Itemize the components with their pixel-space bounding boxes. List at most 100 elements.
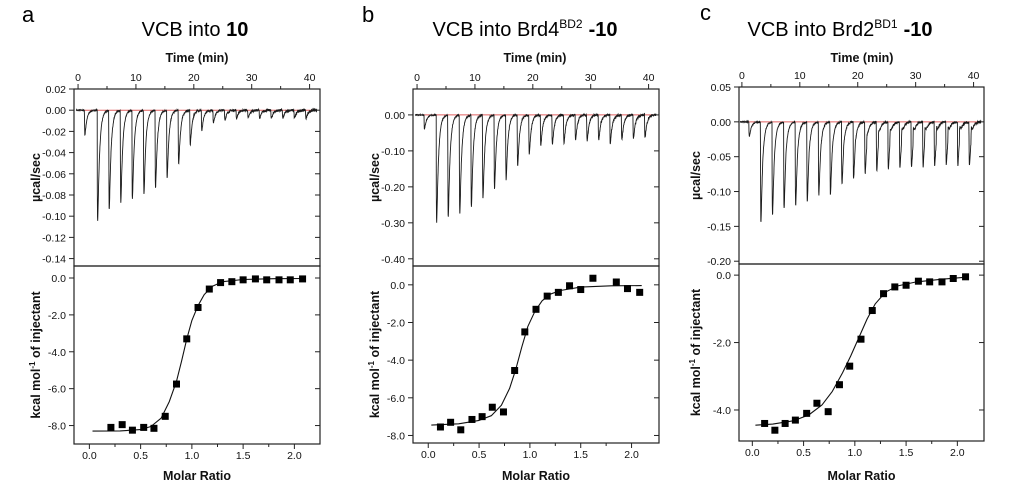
enthalpy-tick-label: -2.0 <box>713 338 731 350</box>
ylabel-superscript: -1 <box>688 358 697 366</box>
y-axis-title-power: µcal/sec <box>689 151 703 200</box>
time-tick-label: 30 <box>910 70 922 82</box>
power-tick-label: -0.12 <box>42 232 66 244</box>
time-tick-label: 0 <box>739 70 745 82</box>
data-point <box>543 292 551 300</box>
molar-tick-label: 0.5 <box>133 450 148 462</box>
data-point <box>962 273 970 281</box>
data-point <box>577 286 585 294</box>
data-point <box>532 305 540 313</box>
data-point <box>275 276 283 284</box>
panel-c: c VCB into Brd2BD1 -10 Time (min) 0 10 20 30 40 0… <box>688 0 985 483</box>
data-point <box>824 408 832 416</box>
molar-tick-label: 2.0 <box>624 449 639 461</box>
power-tick-label: -0.14 <box>42 254 66 266</box>
enthalpy-tick-label: -8.0 <box>387 430 405 442</box>
data-point <box>926 278 934 286</box>
time-tick-label: 40 <box>968 70 980 82</box>
ylabel-superscript: -1 <box>367 360 376 368</box>
x-axis-title-time: Time (min) <box>504 51 567 65</box>
data-point <box>511 367 519 375</box>
data-point <box>566 282 574 290</box>
molar-tick-label: 1.0 <box>185 450 200 462</box>
ylabel-rest: of injectant <box>689 288 703 359</box>
data-point <box>488 403 496 411</box>
title-superscript: BD2 <box>559 17 583 31</box>
power-tick-label: 0.00 <box>46 105 67 117</box>
thermogram-trace <box>75 107 318 221</box>
enthalpy-tick-label: 0.0 <box>390 280 405 292</box>
ylabel-superscript: -1 <box>28 361 37 369</box>
y-axis-title-enthalpy: kcal mol-1 of injectant <box>28 291 43 419</box>
time-tick-label: 30 <box>246 72 258 84</box>
enthalpy-tick-label: -4.0 <box>387 355 405 367</box>
title-text: VCB into <box>142 19 226 41</box>
molar-tick-label: 0.5 <box>796 447 811 459</box>
data-point <box>251 275 259 283</box>
y-axis-title-enthalpy: kcal mol-1 of injectant <box>367 290 382 418</box>
molar-tick-label: 1.0 <box>848 447 863 459</box>
data-point <box>447 418 455 426</box>
thermogram-trace <box>739 119 982 222</box>
data-point <box>891 283 899 291</box>
time-tick-label: 20 <box>852 70 864 82</box>
data-point <box>835 381 843 389</box>
power-tick-label: -0.04 <box>42 148 66 160</box>
title-text: VCB into Brd2 <box>748 19 875 41</box>
enthalpy-tick-label: 0.0 <box>51 273 66 285</box>
data-point <box>263 276 271 284</box>
fit-curve <box>755 276 968 426</box>
y-axis-title-power: µcal/sec <box>29 153 43 202</box>
data-point <box>803 409 811 417</box>
data-point <box>499 408 507 416</box>
y-axis-title-enthalpy: kcal mol-1 of injectant <box>688 288 703 416</box>
data-point <box>239 276 247 284</box>
panel-a: a VCB into 10 Time (min) 0 10 20 30 40 0.02 0.00 -… <box>22 2 321 483</box>
panel-label: a <box>22 2 35 27</box>
x-axis-title-time: Time (min) <box>831 51 894 65</box>
data-point <box>183 335 191 343</box>
molar-tick-label: 1.5 <box>236 450 251 462</box>
time-tick-label: 30 <box>585 72 597 84</box>
isotherm-frame <box>412 265 660 444</box>
data-point <box>636 288 644 296</box>
title-compound: -10 <box>589 19 618 41</box>
panel-label: c <box>700 0 711 25</box>
data-point <box>286 276 294 284</box>
title-compound: 10 <box>226 19 248 41</box>
ylabel-rest: of injectant <box>29 291 43 362</box>
x-axis-title-time: Time (min) <box>166 51 229 65</box>
enthalpy-tick-label: -6.0 <box>387 393 405 405</box>
fit-curve <box>92 277 305 432</box>
chart-title: VCB into Brd2BD1 -10 <box>748 17 933 41</box>
data-point <box>623 285 631 293</box>
data-point <box>228 278 236 286</box>
data-point <box>771 426 779 434</box>
data-point <box>846 362 854 370</box>
chart-title: VCB into 10 <box>142 19 249 41</box>
time-tick-label: 10 <box>469 72 481 84</box>
data-point <box>161 412 169 420</box>
power-tick-label: 0.00 <box>385 110 406 122</box>
power-tick-label: -0.20 <box>707 256 731 268</box>
data-point <box>478 413 486 421</box>
enthalpy-tick-label: -6.0 <box>48 384 66 396</box>
time-tick-label: 10 <box>130 72 142 84</box>
ylabel-main: kcal mol <box>29 369 43 419</box>
data-point <box>173 380 180 388</box>
data-point <box>468 415 476 423</box>
enthalpy-tick-label: -4.0 <box>48 347 66 359</box>
data-point <box>761 419 769 427</box>
power-tick-label: -0.08 <box>42 190 66 202</box>
molar-tick-label: 0.0 <box>745 447 760 459</box>
time-tick-label: 10 <box>794 70 806 82</box>
power-tick-label: -0.15 <box>707 221 731 233</box>
molar-tick-label: 1.5 <box>573 449 588 461</box>
data-point <box>781 419 789 427</box>
power-tick-label: -0.02 <box>42 126 66 138</box>
molar-tick-label: 1.5 <box>899 447 914 459</box>
data-point <box>118 421 126 429</box>
data-point <box>612 278 620 286</box>
molar-tick-label: 1.0 <box>523 449 538 461</box>
power-tick-label: -0.20 <box>381 182 405 194</box>
